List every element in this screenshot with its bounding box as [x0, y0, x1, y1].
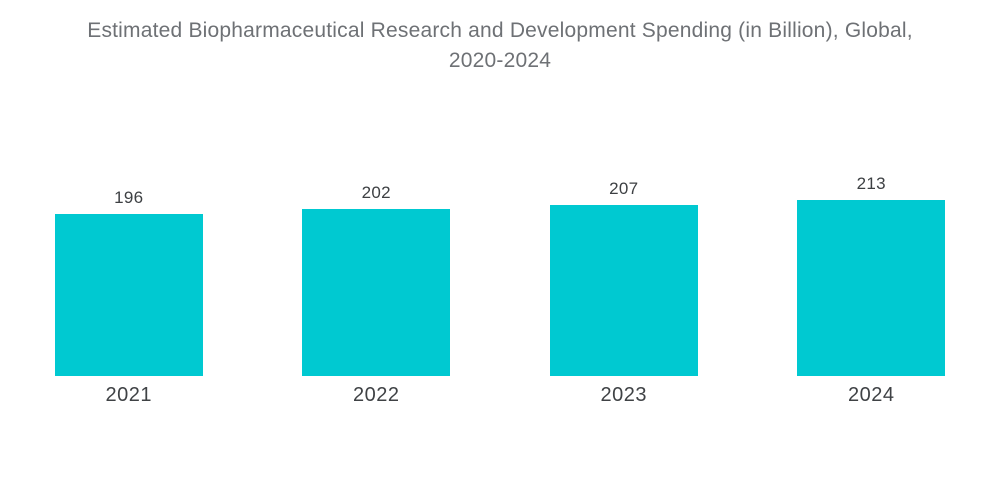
- bar[interactable]: [797, 200, 946, 376]
- chart-title-line-1: Estimated Biopharmaceutical Research and…: [87, 19, 913, 42]
- chart-title-line-2: 2020-2024: [448, 49, 552, 72]
- bar[interactable]: [54, 214, 203, 376]
- chart-title: Estimated Biopharmaceutical Research and…: [0, 16, 1000, 76]
- x-axis-tick-label: 2024: [848, 384, 895, 406]
- plot-area: 196 202 207 213: [5, 0, 995, 376]
- bar-value-label: 196: [114, 188, 144, 207]
- x-axis-labels: 2021 2022 2023 2024: [5, 384, 995, 407]
- x-axis-tick-label: 2023: [600, 384, 647, 406]
- bar[interactable]: [549, 205, 698, 376]
- bar-value-label: 202: [361, 183, 391, 202]
- x-axis-tick-label: 2022: [353, 384, 400, 406]
- bar-value-label: 213: [856, 174, 886, 193]
- bar[interactable]: [302, 209, 451, 376]
- bar-group: 196: [5, 0, 253, 376]
- bar-value-label: 207: [609, 179, 639, 198]
- bar-group: 202: [253, 0, 501, 376]
- bar-group: 213: [748, 0, 996, 376]
- bar-group: 207: [500, 0, 748, 376]
- x-axis-tick-label: 2021: [105, 384, 152, 406]
